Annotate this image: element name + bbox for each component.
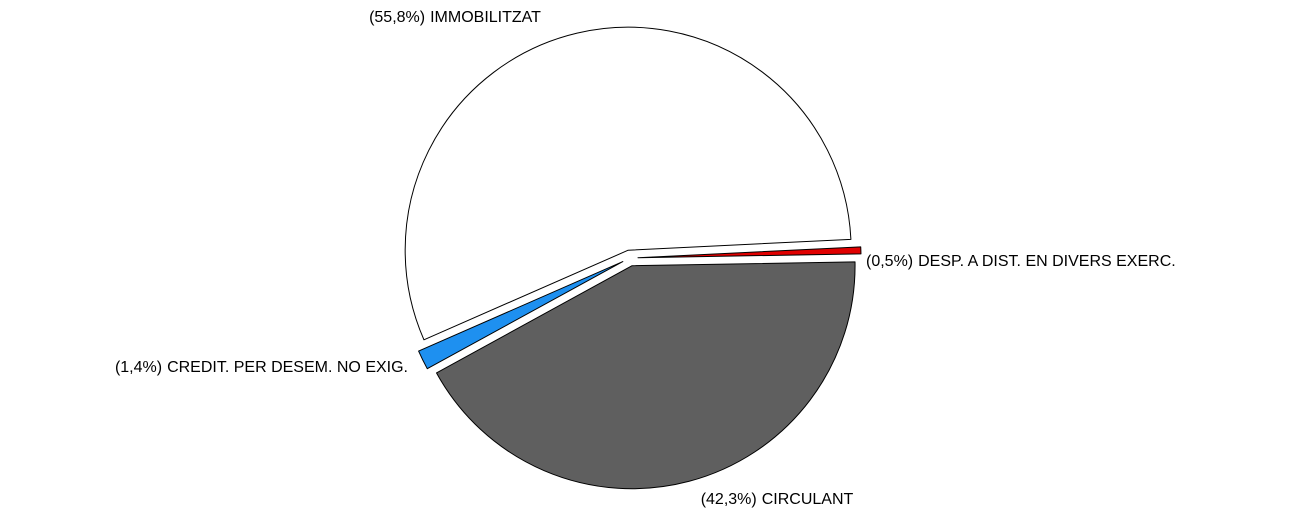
category-label: CREDIT. PER DESEM. NO EXIG.: [167, 359, 408, 376]
category-label: CIRCULANT: [762, 491, 854, 508]
pie-slice: [435, 261, 856, 490]
value-label: (55,8%): [369, 9, 425, 26]
slice-label: (55,8%) IMMOBILITZAT: [369, 9, 541, 26]
pie-slice: [404, 26, 852, 341]
value-label: (0,5%): [866, 253, 913, 270]
category-label: IMMOBILITZAT: [430, 9, 541, 26]
category-label: DESP. A DIST. EN DIVERS EXERC.: [918, 253, 1176, 270]
value-label: (42,3%): [701, 491, 757, 508]
slice-label: (1,4%) CREDIT. PER DESEM. NO EXIG.: [115, 359, 408, 376]
slice-label: (0,5%) DESP. A DIST. EN DIVERS EXERC.: [866, 253, 1176, 270]
pie-slice: [418, 261, 624, 370]
slice-label: (42,3%) CIRCULANT: [701, 491, 854, 508]
pie-slice: [637, 246, 862, 259]
value-label: (1,4%): [115, 359, 162, 376]
